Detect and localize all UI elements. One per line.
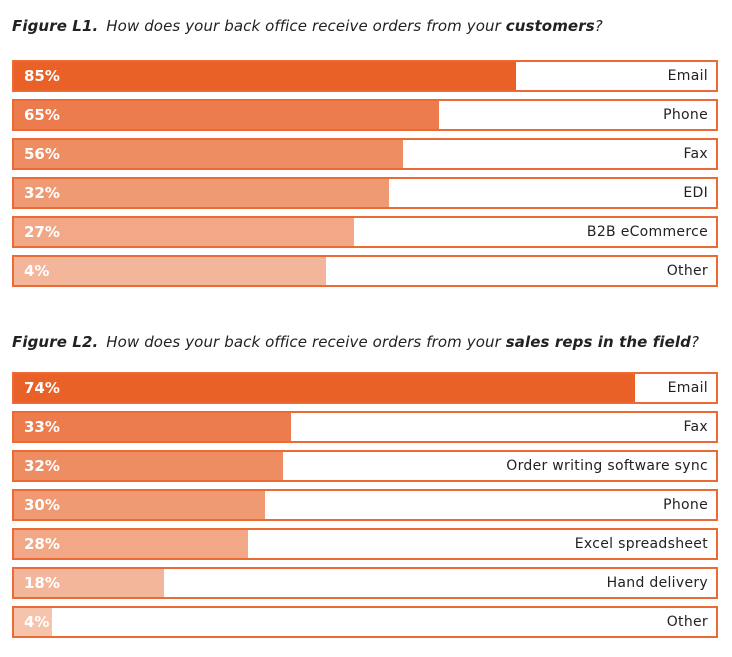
bar-value-label: 28% (24, 535, 60, 553)
bar-value-label: 74% (24, 379, 60, 397)
bar-fill (14, 140, 403, 168)
bar-value-label: 18% (24, 574, 60, 592)
bar-fill (14, 569, 165, 597)
bar-fill (14, 218, 354, 246)
bar-row: 27% B2B eCommerce (12, 216, 718, 248)
bar-value-label: 30% (24, 496, 60, 514)
bar-fill (14, 179, 389, 207)
bar-category-label: Excel spreadsheet (574, 536, 708, 552)
figure-l2-title: Figure L2. How does your back office rece… (12, 330, 718, 354)
bar-category-label: Phone (663, 497, 708, 513)
figure-l2-emphasis: sales reps in the field (505, 333, 691, 351)
bar-value-label: 4% (24, 262, 50, 280)
bar-category-label: Email (667, 68, 708, 84)
bar-row: 33% Fax (12, 411, 718, 443)
bar-category-label: EDI (683, 185, 708, 201)
bar-row: 28% Excel spreadsheet (12, 528, 718, 560)
bar-row: 74% Email (12, 372, 718, 404)
bar-value-label: 32% (24, 457, 60, 475)
figure-l1-bars: 85% Email 65% Phone 56% Fax 32% EDI 27% B2B eComm… (12, 60, 718, 287)
figure-l2-question-end: ? (691, 333, 700, 351)
bar-row: 30% Phone (12, 489, 718, 521)
figure-l1-emphasis: customers (505, 17, 595, 35)
figure-l1-title: Figure L1. How does your back office rece… (12, 14, 718, 38)
bar-category-label: Email (667, 380, 708, 396)
figure-l1-question: How does your back office receive orders… (106, 17, 506, 35)
bar-row: 32% Order writing software sync (12, 450, 718, 482)
figure-l1: Figure L1. How does your back office rece… (12, 14, 718, 294)
bar-value-label: 33% (24, 418, 60, 436)
bar-fill (14, 608, 52, 636)
bar-row: 4% Other (12, 606, 718, 638)
bar-fill (14, 62, 516, 90)
bar-value-label: 65% (24, 106, 60, 124)
bar-category-label: Fax (683, 419, 708, 435)
figure-l2-bars: 74% Email 33% Fax 32% Order writing software … (12, 372, 718, 638)
bar-value-label: 27% (24, 223, 60, 241)
bar-category-label: Other (666, 614, 708, 630)
bar-row: 65% Phone (12, 99, 718, 131)
figure-l2: Figure L2. How does your back office rece… (12, 330, 718, 645)
bar-fill (14, 452, 283, 480)
bar-category-label: Hand delivery (606, 575, 708, 591)
bar-value-label: 4% (24, 613, 50, 631)
bar-value-label: 85% (24, 67, 60, 85)
bar-fill (14, 101, 440, 129)
bar-category-label: Order writing software sync (506, 458, 708, 474)
figure-l1-question-end: ? (594, 17, 603, 35)
bar-fill (14, 374, 635, 402)
bar-category-label: Phone (663, 107, 708, 123)
bar-fill (14, 530, 249, 558)
bar-value-label: 56% (24, 145, 60, 163)
bar-row: 18% Hand delivery (12, 567, 718, 599)
bar-row: 56% Fax (12, 138, 718, 170)
bar-fill (14, 257, 326, 285)
figure-l2-question: How does your back office receive orders… (106, 333, 506, 351)
bar-fill (14, 491, 266, 519)
bar-row: 85% Email (12, 60, 718, 92)
bar-fill (14, 413, 291, 441)
bar-row: 4% Other (12, 255, 718, 287)
bar-category-label: Other (666, 263, 708, 279)
bar-category-label: Fax (683, 146, 708, 162)
bar-value-label: 32% (24, 184, 60, 202)
bar-category-label: B2B eCommerce (586, 224, 708, 240)
bar-row: 32% EDI (12, 177, 718, 209)
figure-l2-number: Figure L2. (12, 333, 99, 351)
figure-l1-number: Figure L1. (12, 17, 99, 35)
